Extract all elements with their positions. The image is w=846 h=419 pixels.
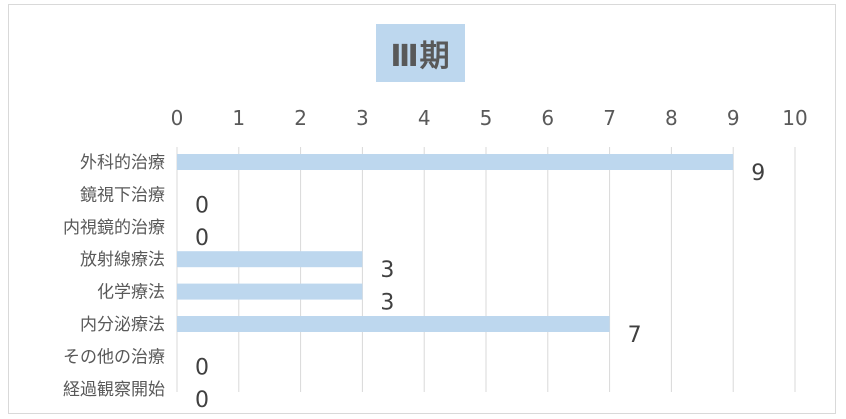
data-labels: 9 0 0 3 3 7 0 0 bbox=[195, 161, 765, 413]
gridlines bbox=[176, 147, 796, 392]
category-label: 放射線療法 bbox=[80, 250, 165, 270]
x-tick-label: 3 bbox=[356, 106, 369, 130]
bar bbox=[177, 316, 610, 332]
category-label: 内視鏡的治療 bbox=[63, 218, 165, 238]
data-label: 0 bbox=[195, 193, 209, 218]
data-label: 9 bbox=[751, 161, 765, 186]
bar bbox=[177, 251, 363, 268]
data-label: 3 bbox=[380, 258, 394, 283]
x-tick-label: 8 bbox=[665, 106, 678, 130]
data-label: 0 bbox=[195, 226, 209, 251]
data-label: 7 bbox=[628, 323, 642, 348]
category-label: 鏡視下治療 bbox=[80, 185, 165, 205]
category-label: 経過観察開始 bbox=[63, 380, 165, 400]
x-tick-label: 7 bbox=[603, 106, 616, 130]
category-label: その他の治療 bbox=[63, 347, 165, 367]
x-tick-label: 0 bbox=[171, 106, 184, 130]
bar bbox=[177, 283, 363, 300]
bar bbox=[177, 154, 734, 170]
category-label: 化学療法 bbox=[97, 283, 165, 303]
x-tick-label: 4 bbox=[418, 106, 431, 130]
x-tick-label: 6 bbox=[541, 106, 554, 130]
x-tick-label: 10 bbox=[782, 106, 807, 130]
category-label: 外科的治療 bbox=[80, 153, 165, 173]
data-label: 0 bbox=[195, 388, 209, 413]
x-tick-label: 5 bbox=[480, 106, 493, 130]
data-label: 3 bbox=[380, 291, 394, 316]
x-tick-label: 9 bbox=[727, 106, 740, 130]
category-labels: 外科的治療鏡視下治療内視鏡的治療放射線療法化学療法内分泌療法その他の治療経過観察… bbox=[63, 153, 165, 400]
category-label: 内分泌療法 bbox=[80, 315, 165, 335]
x-tick-label: 2 bbox=[294, 106, 307, 130]
data-label: 0 bbox=[195, 355, 209, 380]
x-tick-label: 1 bbox=[232, 106, 245, 130]
bars bbox=[177, 154, 734, 332]
chart-title: Ⅲ期 bbox=[376, 24, 465, 82]
x-axis-ticks: 0 1 2 3 4 5 6 7 8 9 10 bbox=[171, 106, 808, 130]
